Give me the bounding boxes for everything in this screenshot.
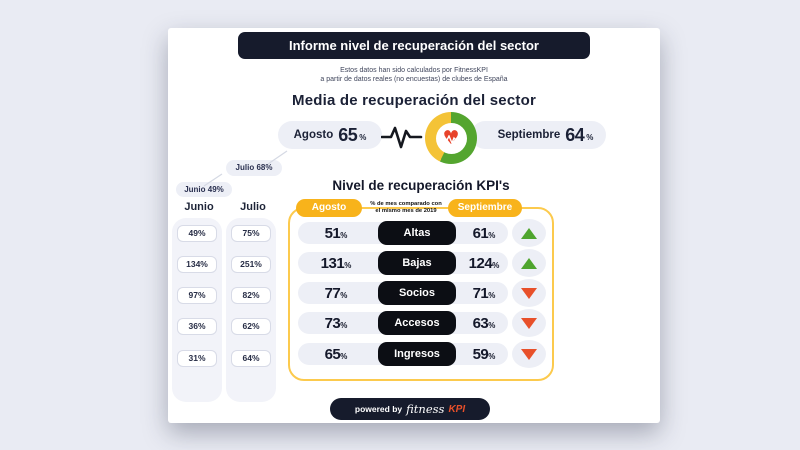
junio-value-socios: 97%: [177, 287, 217, 304]
kpi-row-ingresos: 65% Ingresos 59%: [298, 342, 508, 366]
fitnesskpi-logo: fitness: [406, 402, 445, 416]
fitnesskpi-logo-kpi: KPI: [448, 403, 466, 415]
julio-value-accesos: 62%: [231, 318, 271, 335]
kpi-row-bajas: 131% Bajas 124%: [298, 251, 508, 275]
junio-value-accesos: 36%: [177, 318, 217, 335]
heart-icon: ♥: [442, 126, 460, 149]
socios-agosto-value: 77%: [324, 284, 348, 302]
kpi-note: % de mes comparado con el mismo mes de 2…: [366, 201, 446, 215]
junio-value-ingresos: 31%: [177, 350, 217, 367]
accesos-label: Accesos: [378, 311, 456, 335]
kpi-column-agosto: Agosto: [296, 199, 362, 217]
altas-agosto-value: 51%: [324, 224, 348, 242]
julio-column-track: [226, 218, 276, 402]
accesos-agosto-value: 73%: [324, 314, 348, 332]
ingresos-label: Ingresos: [378, 342, 456, 366]
bajas-septiembre-value: 124%: [468, 254, 500, 272]
report-card: Informe nivel de recuperación del sector…: [168, 28, 660, 423]
kpi-table: Agosto % de mes comparado con el mismo m…: [288, 199, 554, 381]
trend-down-icon: [521, 287, 537, 299]
agosto-percent-sign: %: [359, 133, 367, 142]
kpi-note-line-2: el mismo mes de 2019: [375, 207, 437, 214]
callout-connector-lines: [203, 150, 288, 187]
altas-septiembre-value: 61%: [472, 224, 496, 242]
septiembre-percent-sign: %: [586, 133, 594, 142]
heartbeat-icon: [381, 126, 423, 149]
kpi-row-accesos: 73% Accesos 63%: [298, 311, 508, 335]
julio-column-header: Julio: [240, 201, 266, 213]
trend-down-icon: [521, 348, 537, 360]
junio-column-header: Junio: [184, 201, 214, 213]
bajas-trend-badge: [512, 249, 546, 277]
report-title: Informe nivel de recuperación del sector: [238, 32, 590, 59]
kpi-column-septiembre: Septiembre: [448, 199, 522, 217]
trend-up-icon: [521, 257, 537, 269]
julio-value-bajas: 251%: [231, 256, 271, 273]
socios-label: Socios: [378, 281, 456, 305]
bajas-label: Bajas: [378, 251, 456, 275]
accesos-septiembre-value: 63%: [472, 314, 496, 332]
kpi-section-heading: Nivel de recuperación KPI's: [332, 178, 510, 193]
trend-up-icon: [521, 227, 537, 239]
agosto-average-pill: Agosto 65 %: [278, 121, 382, 149]
kpi-row-altas: 51% Altas 61%: [298, 221, 508, 245]
ingresos-agosto-value: 65%: [324, 345, 348, 363]
socios-septiembre-value: 71%: [472, 284, 496, 302]
kpi-row-socios: 77% Socios 71%: [298, 281, 508, 305]
julio-value-altas: 75%: [231, 225, 271, 242]
socios-trend-badge: [512, 279, 546, 307]
kpi-note-line-1: % de mes comparado con: [370, 201, 442, 207]
sector-average-heading: Media de recuperación del sector: [292, 92, 536, 109]
agosto-label: Agosto: [293, 129, 334, 141]
heart-pulse-icon: [442, 134, 460, 144]
accesos-trend-badge: [512, 309, 546, 337]
altas-label: Altas: [378, 221, 456, 245]
trend-down-icon: [521, 317, 537, 329]
agosto-value: 65: [338, 124, 358, 145]
septiembre-average-pill: Septiembre 64 %: [471, 121, 606, 149]
julio-value-ingresos: 64%: [231, 350, 271, 367]
recovery-donut-chart: ♥: [425, 112, 477, 164]
ingresos-septiembre-value: 59%: [472, 345, 496, 363]
subtitle-line-2: a partir de datos reales (no encuestas) …: [320, 76, 508, 83]
donut-center: ♥: [435, 122, 467, 154]
junio-value-bajas: 134%: [177, 256, 217, 273]
powered-by-badge: powered by fitness KPI: [330, 398, 490, 420]
report-subtitle: Estos datos han sido calculados por Fitn…: [168, 66, 660, 84]
septiembre-value: 64: [565, 124, 585, 145]
altas-trend-badge: [512, 219, 546, 247]
junio-value-altas: 49%: [177, 225, 217, 242]
ingresos-trend-badge: [512, 340, 546, 368]
bajas-agosto-value: 131%: [320, 254, 352, 272]
septiembre-label: Septiembre: [497, 129, 561, 141]
julio-value-socios: 82%: [231, 287, 271, 304]
subtitle-line-1: Estos datos han sido calculados por Fitn…: [340, 67, 488, 74]
powered-by-text: powered by: [354, 404, 403, 414]
junio-average-badge: Junio 49%: [176, 182, 232, 197]
junio-column-track: [172, 218, 222, 402]
